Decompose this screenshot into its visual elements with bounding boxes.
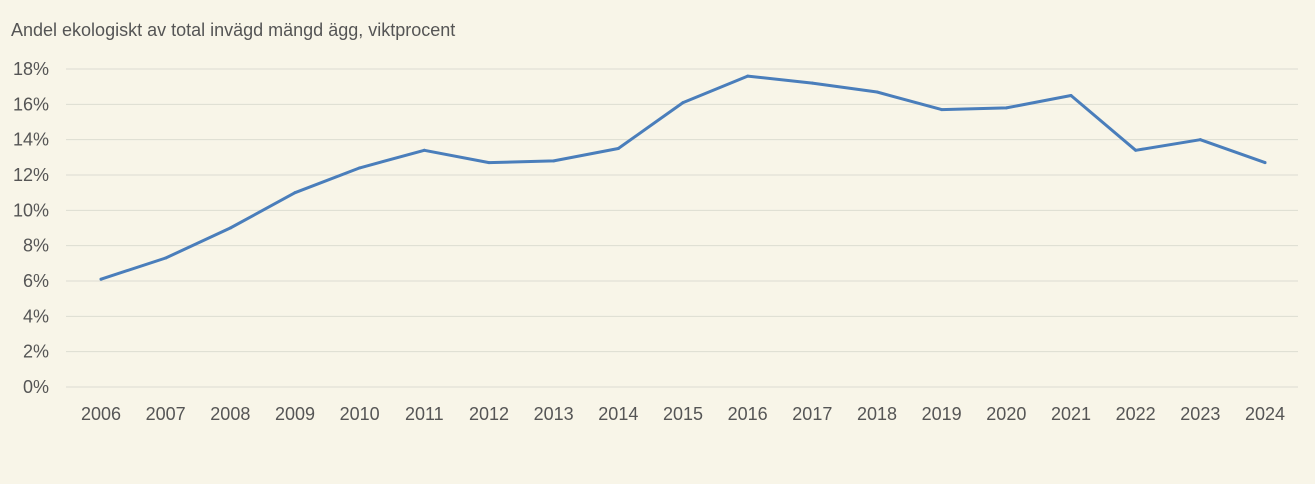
x-tick-label: 2015 <box>663 404 703 424</box>
data-point <box>940 108 944 112</box>
x-tick-label: 2023 <box>1180 404 1220 424</box>
data-point <box>164 256 168 260</box>
data-point <box>552 159 556 163</box>
data-point <box>616 147 620 150</box>
data-point <box>487 161 491 165</box>
x-tick-label: 2013 <box>534 404 574 424</box>
data-point <box>358 166 362 170</box>
x-tick-label: 2016 <box>728 404 768 424</box>
y-tick-label: 2% <box>23 342 49 362</box>
x-tick-label: 2011 <box>405 404 444 424</box>
y-tick-label: 18% <box>13 59 49 79</box>
x-tick-label: 2009 <box>275 404 315 424</box>
y-tick-label: 6% <box>23 271 49 291</box>
y-tick-label: 0% <box>23 377 49 397</box>
x-tick-label: 2010 <box>340 404 380 424</box>
y-tick-label: 16% <box>13 94 49 114</box>
data-point <box>875 90 879 94</box>
data-point <box>1004 106 1008 110</box>
x-tick-label: 2007 <box>146 404 186 424</box>
data-point <box>228 226 232 230</box>
data-point <box>746 74 750 78</box>
data-point <box>422 148 426 152</box>
x-tick-label: 2019 <box>922 404 962 424</box>
x-tick-label: 2018 <box>857 404 897 424</box>
x-tick-label: 2022 <box>1116 404 1156 424</box>
chart-y-axis-title: Andel ekologiskt av total invägd mängd ä… <box>11 20 456 40</box>
x-tick-label: 2017 <box>792 404 832 424</box>
x-tick-label: 2008 <box>210 404 250 424</box>
y-tick-label: 8% <box>23 236 49 256</box>
x-tick-label: 2020 <box>986 404 1026 424</box>
x-tick-label: 2006 <box>81 404 121 424</box>
data-point <box>99 277 103 281</box>
data-point <box>1263 161 1267 165</box>
y-tick-label: 12% <box>13 165 49 185</box>
data-point <box>1198 138 1202 142</box>
y-tick-label: 4% <box>23 306 49 326</box>
data-point <box>1134 148 1138 152</box>
y-tick-label: 14% <box>13 130 49 150</box>
data-point <box>1069 94 1073 97</box>
y-tick-label: 10% <box>13 200 49 220</box>
x-tick-label: 2021 <box>1051 404 1091 424</box>
x-tick-label: 2024 <box>1245 404 1285 424</box>
series-line <box>99 74 1267 281</box>
data-point <box>810 81 814 85</box>
x-tick-label: 2012 <box>469 404 509 424</box>
data-point <box>293 191 297 195</box>
data-point <box>681 101 685 105</box>
x-tick-label: 2014 <box>598 404 638 424</box>
